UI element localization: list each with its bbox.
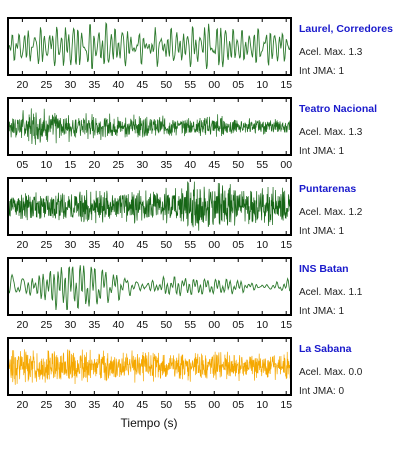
x-tick-label: 25 <box>41 399 53 411</box>
station-name: Laurel, Corredores <box>299 23 393 35</box>
panel-4: 20 25 30 35 40 45 50 55 00 05 10 15 La Sabana Acel. M… <box>7 337 363 411</box>
acel-max-label: Acel. Max. 0.0 <box>299 367 363 378</box>
panel-2: 20 25 30 35 40 45 50 55 00 05 10 15 Puntarenas Acel. … <box>7 177 363 251</box>
x-tick-label: 20 <box>17 399 29 411</box>
x-tick-label: 30 <box>65 239 77 251</box>
x-tick-label: 20 <box>88 159 100 171</box>
x-tick-label: 15 <box>280 399 292 411</box>
x-tick-label: 00 <box>208 79 220 91</box>
waveform-trace <box>8 21 291 70</box>
acel-max-label: Acel. Max. 1.1 <box>299 287 363 298</box>
x-tick-label: 05 <box>232 399 244 411</box>
x-tick-label: 15 <box>280 79 292 91</box>
x-tick-label: 45 <box>136 239 148 251</box>
acel-max-label: Acel. Max. 1.3 <box>299 127 363 138</box>
waveform-trace <box>8 265 291 311</box>
x-tick-label: 50 <box>232 159 244 171</box>
x-tick-label: 25 <box>41 239 53 251</box>
acel-max-label: Acel. Max. 1.2 <box>299 207 363 218</box>
x-tick-label: 40 <box>184 159 196 171</box>
x-tick-label: 10 <box>256 399 268 411</box>
x-tick-label: 05 <box>17 159 29 171</box>
int-jma-label: Int JMA: 1 <box>299 306 344 317</box>
x-tick-label: 35 <box>88 239 100 251</box>
x-tick-label: 20 <box>17 79 29 91</box>
x-tick-label: 00 <box>208 399 220 411</box>
x-tick-label: 25 <box>41 319 53 331</box>
x-tick-label: 10 <box>41 159 53 171</box>
int-jma-label: Int JMA: 0 <box>299 386 344 397</box>
waveform-trace <box>8 349 291 385</box>
panel-frame <box>7 177 292 236</box>
x-tick-label: 35 <box>160 159 172 171</box>
x-tick-label: 30 <box>136 159 148 171</box>
station-name: La Sabana <box>299 343 352 355</box>
seismogram-panels: 20 25 30 35 40 45 50 55 00 05 10 15 Laurel, Corredor… <box>7 17 393 411</box>
int-jma-label: Int JMA: 1 <box>299 146 344 157</box>
x-tick-label: 15 <box>280 239 292 251</box>
int-jma-label: Int JMA: 1 <box>299 226 344 237</box>
x-tick-label: 50 <box>160 399 172 411</box>
x-tick-label: 30 <box>65 79 77 91</box>
x-tick-label: 30 <box>65 319 77 331</box>
panel-frame <box>7 97 292 156</box>
x-tick-label: 55 <box>256 159 268 171</box>
x-tick-label: 35 <box>88 399 100 411</box>
x-tick-label: 45 <box>136 79 148 91</box>
x-tick-label: 10 <box>256 79 268 91</box>
x-tick-label: 45 <box>136 399 148 411</box>
x-tick-label: 25 <box>41 79 53 91</box>
x-tick-label: 45 <box>208 159 220 171</box>
x-tick-label: 15 <box>65 159 77 171</box>
x-tick-label: 15 <box>280 319 292 331</box>
acel-max-label: Acel. Max. 1.3 <box>299 47 363 58</box>
x-tick-label: 05 <box>232 239 244 251</box>
panel-3: 20 25 30 35 40 45 50 55 00 05 10 15 INS Batan Acel. M… <box>7 257 363 331</box>
station-name: INS Batan <box>299 263 349 275</box>
panel-1: 05 10 15 20 25 30 35 40 45 50 55 00 Teatro Nacional A… <box>7 97 377 171</box>
x-tick-label: 55 <box>184 319 196 331</box>
x-tick-label: 35 <box>88 319 100 331</box>
x-tick-label: 40 <box>112 79 124 91</box>
x-tick-label: 10 <box>256 239 268 251</box>
x-tick-label: 45 <box>136 319 148 331</box>
panel-frame <box>7 257 292 316</box>
x-tick-label: 00 <box>208 239 220 251</box>
x-tick-label: 50 <box>160 239 172 251</box>
station-name: Teatro Nacional <box>299 103 377 115</box>
x-tick-label: 55 <box>184 399 196 411</box>
station-name: Puntarenas <box>299 183 356 195</box>
x-axis-title: Tiempo (s) <box>121 416 178 430</box>
x-tick-label: 35 <box>88 79 100 91</box>
panel-0: 20 25 30 35 40 45 50 55 00 05 10 15 Laurel, Corredor… <box>7 17 393 91</box>
x-tick-label: 40 <box>112 239 124 251</box>
x-tick-label: 40 <box>112 319 124 331</box>
panel-frame <box>7 17 292 76</box>
x-tick-label: 55 <box>184 79 196 91</box>
panel-frame <box>7 337 292 396</box>
x-tick-label: 00 <box>208 319 220 331</box>
x-tick-label: 50 <box>160 79 172 91</box>
x-tick-label: 25 <box>112 159 124 171</box>
x-tick-label: 30 <box>65 399 77 411</box>
waveform-trace <box>8 181 291 231</box>
x-tick-label: 40 <box>112 399 124 411</box>
x-tick-label: 05 <box>232 79 244 91</box>
x-tick-label: 55 <box>184 239 196 251</box>
x-tick-label: 05 <box>232 319 244 331</box>
x-tick-label: 50 <box>160 319 172 331</box>
x-tick-label: 20 <box>17 319 29 331</box>
x-tick-label: 00 <box>280 159 292 171</box>
int-jma-label: Int JMA: 1 <box>299 66 344 77</box>
x-tick-label: 20 <box>17 239 29 251</box>
waveform-trace <box>8 108 291 145</box>
x-tick-label: 10 <box>256 319 268 331</box>
